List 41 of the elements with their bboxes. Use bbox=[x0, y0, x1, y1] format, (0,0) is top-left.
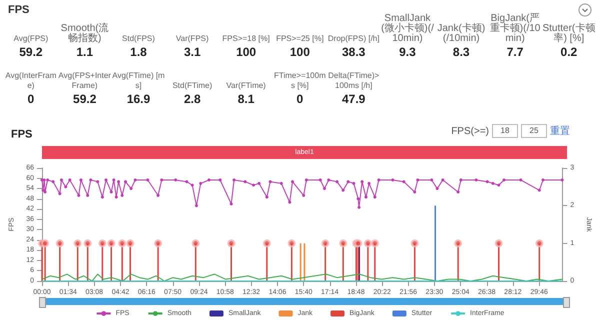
chart-title: FPS bbox=[11, 128, 32, 140]
text: FPS bbox=[8, 4, 30, 16]
text: 0.2 bbox=[560, 45, 578, 59]
text: 2.8 bbox=[182, 92, 202, 106]
text: 3.1 bbox=[182, 45, 202, 59]
text: FPS>=25 [%] bbox=[275, 33, 325, 44]
text: FPS>=18 [%] bbox=[221, 33, 271, 44]
text: 59.2 bbox=[72, 92, 98, 106]
text: 8.3 bbox=[452, 45, 471, 59]
text: 7.7 bbox=[506, 45, 524, 59]
text: Avg(FPS+InterFrame) bbox=[58, 70, 112, 91]
text: 100 bbox=[288, 45, 311, 59]
text: FPS(>=) bbox=[451, 126, 489, 136]
text: Std(FTime) bbox=[171, 80, 214, 91]
text: Delta(FTime)>100ms [/h] bbox=[327, 70, 380, 91]
text: Avg(InterFrame) bbox=[4, 70, 58, 91]
text: Smooth(流畅指数) bbox=[60, 22, 110, 44]
text: 9.3 bbox=[398, 45, 417, 59]
text: 1.8 bbox=[129, 45, 148, 59]
text: BigJank(严重卡顿)(/10min) bbox=[488, 13, 542, 44]
text: 1.1 bbox=[75, 45, 94, 59]
text: Avg(FPS) bbox=[14, 34, 48, 43]
text: FTime>=100ms [%] bbox=[273, 70, 327, 91]
text: Jank(卡顿)(/10min) bbox=[436, 22, 486, 44]
text: Std(FPS) bbox=[121, 33, 156, 44]
text: 16.9 bbox=[126, 92, 152, 106]
text: Drop(FPS) [/h] bbox=[326, 33, 380, 44]
text: SmallJank(微小卡顿)(/10min) bbox=[380, 13, 434, 44]
text: 25 bbox=[521, 124, 547, 138]
text: 59.2 bbox=[18, 45, 44, 59]
text: 0 bbox=[296, 92, 304, 106]
text: Var(FPS) bbox=[174, 33, 210, 44]
text: Stutter(卡顿率) [%] bbox=[542, 22, 596, 44]
text: 47.9 bbox=[341, 92, 366, 106]
text: 100 bbox=[235, 45, 258, 59]
text: 18 bbox=[492, 124, 518, 138]
text: 38.3 bbox=[341, 45, 366, 59]
text: 8.1 bbox=[236, 92, 256, 106]
text: Var(FTime) bbox=[225, 80, 267, 91]
text: 重置 bbox=[550, 124, 570, 138]
text: Avg(FTime) [ms] bbox=[112, 70, 166, 91]
